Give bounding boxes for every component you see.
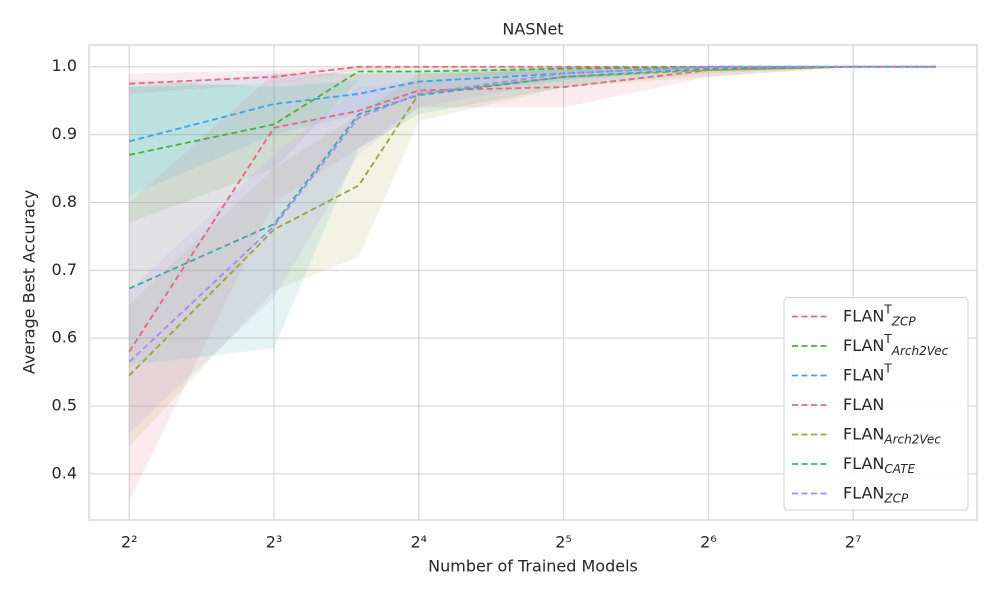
x-tick-label: 2²	[121, 533, 138, 552]
x-tick-label: 2⁴	[411, 533, 428, 552]
x-tick-label: 2³	[266, 533, 283, 552]
x-axis-label: Number of Trained Models	[428, 557, 638, 576]
x-tick-label: 2⁵	[555, 533, 572, 552]
legend-sub: Arch2Vec	[883, 432, 941, 446]
legend-sub: ZCP	[883, 491, 909, 505]
y-tick-label: 0.7	[52, 260, 77, 279]
confidence-band	[129, 66, 936, 447]
legend-name: FLAN	[843, 483, 884, 502]
legend-label: FLANArch2Vec	[843, 424, 941, 446]
y-tick-label: 0.6	[52, 328, 77, 347]
legend-sub: Arch2Vec	[891, 344, 949, 358]
legend-box	[783, 297, 969, 511]
legend: FLANTZCPFLANTArch2VecFLANTFLANFLANArch2V…	[783, 297, 969, 511]
legend-name: FLAN	[843, 395, 884, 414]
y-tick-label: 0.5	[52, 396, 77, 415]
y-axis-label: Average Best Accuracy	[20, 190, 39, 374]
x-tick-label: 2⁷	[845, 533, 862, 552]
legend-name: FLAN	[843, 454, 884, 473]
y-tick-label: 0.8	[52, 192, 77, 211]
legend-sub: ZCP	[891, 314, 917, 328]
confidence-band	[129, 66, 936, 196]
legend-sup: T	[883, 361, 892, 375]
legend-label: FLAN	[843, 395, 884, 414]
legend-label: FLANCATE	[843, 454, 915, 476]
y-tick-label: 0.9	[52, 124, 77, 143]
plot-frame	[88, 44, 978, 521]
series-line	[129, 65, 936, 85]
series-line	[128, 65, 936, 363]
legend-label: FLANTZCP	[843, 302, 916, 328]
legend-name: FLAN	[843, 424, 884, 443]
legend-name: FLAN	[843, 365, 884, 384]
legend-sup: T	[883, 332, 892, 346]
bands	[129, 66, 936, 501]
chart-title: NASNet	[502, 20, 563, 39]
y-tick-label: 0.4	[52, 463, 77, 482]
confidence-band	[129, 66, 936, 223]
legend-name: FLAN	[843, 336, 884, 355]
x-tick-label: 2⁶	[700, 533, 717, 552]
lines	[128, 65, 936, 377]
legend-name: FLAN	[843, 306, 884, 325]
legend-label: FLANTArch2Vec	[843, 332, 949, 358]
y-tick-label: 1.0	[52, 56, 77, 75]
confidence-band	[129, 66, 936, 434]
confidence-band	[129, 66, 936, 94]
legend-sub: CATE	[884, 462, 915, 476]
legend-sup: T	[883, 302, 892, 316]
confidence-band	[129, 66, 936, 366]
legend-label: FLANT	[843, 361, 892, 384]
legend-label: FLANZCP	[843, 483, 909, 505]
